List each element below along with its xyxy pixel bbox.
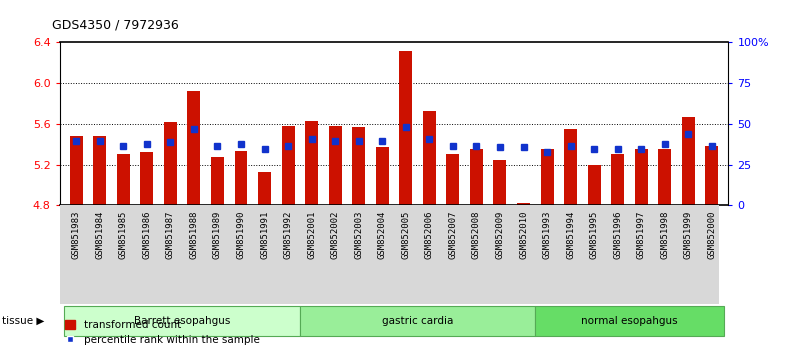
Text: GSM851992: GSM851992 [283,210,293,259]
Text: GSM851993: GSM851993 [543,210,552,259]
Bar [164,122,177,205]
Bar [376,147,388,205]
Text: GSM852006: GSM852006 [425,210,434,259]
Text: GSM852010: GSM852010 [519,210,528,259]
Bar [187,91,201,205]
Text: gastric cardia: gastric cardia [382,315,453,326]
Text: GSM852009: GSM852009 [495,210,505,259]
Text: Barrett esopahgus: Barrett esopahgus [134,315,230,326]
Text: GSM851984: GSM851984 [96,210,104,259]
Text: GSM852008: GSM852008 [472,210,481,259]
Bar [258,172,271,205]
Bar [540,149,553,205]
Bar [564,129,577,205]
Text: GSM852004: GSM852004 [378,210,387,259]
Text: GSM851998: GSM851998 [660,210,669,259]
Bar [329,126,341,205]
Bar [682,117,695,205]
Text: tissue ▶: tissue ▶ [2,316,44,326]
Bar [211,158,224,205]
Text: GSM851988: GSM851988 [189,210,198,259]
FancyBboxPatch shape [64,306,300,336]
Bar [423,111,436,205]
Text: GSM851990: GSM851990 [236,210,245,259]
Text: GSM851994: GSM851994 [566,210,575,259]
Bar [352,127,365,205]
Text: GSM852002: GSM852002 [330,210,340,259]
Bar [235,152,248,205]
Text: GSM851985: GSM851985 [119,210,128,259]
FancyBboxPatch shape [300,306,535,336]
Text: GSM851996: GSM851996 [613,210,622,259]
Bar [705,146,718,205]
Text: GSM851987: GSM851987 [166,210,175,259]
Text: GSM851995: GSM851995 [590,210,599,259]
Text: GSM851983: GSM851983 [72,210,80,259]
Text: GSM852000: GSM852000 [708,210,716,259]
Legend: transformed count, percentile rank within the sample: transformed count, percentile rank withi… [65,320,259,345]
Text: GSM851997: GSM851997 [637,210,646,259]
Text: GDS4350 / 7972936: GDS4350 / 7972936 [52,19,178,32]
Text: normal esopahgus: normal esopahgus [581,315,677,326]
Bar [634,149,648,205]
Bar [447,154,459,205]
Text: GSM851999: GSM851999 [684,210,693,259]
Text: GSM851989: GSM851989 [213,210,222,259]
FancyBboxPatch shape [535,306,724,336]
Bar [494,160,506,205]
Bar [517,203,530,205]
Bar [658,149,671,205]
Bar [470,149,483,205]
Text: GSM852001: GSM852001 [307,210,316,259]
Bar [400,51,412,205]
Text: GSM851991: GSM851991 [260,210,269,259]
Bar [140,152,154,205]
Text: GSM852005: GSM852005 [401,210,410,259]
Bar [70,136,83,205]
Bar [587,165,601,205]
Text: GSM852007: GSM852007 [448,210,458,259]
Bar [282,126,295,205]
Text: GSM851986: GSM851986 [142,210,151,259]
Bar [305,121,318,205]
Bar [93,136,106,205]
Bar [117,154,130,205]
Bar [611,154,624,205]
Text: GSM852003: GSM852003 [354,210,363,259]
